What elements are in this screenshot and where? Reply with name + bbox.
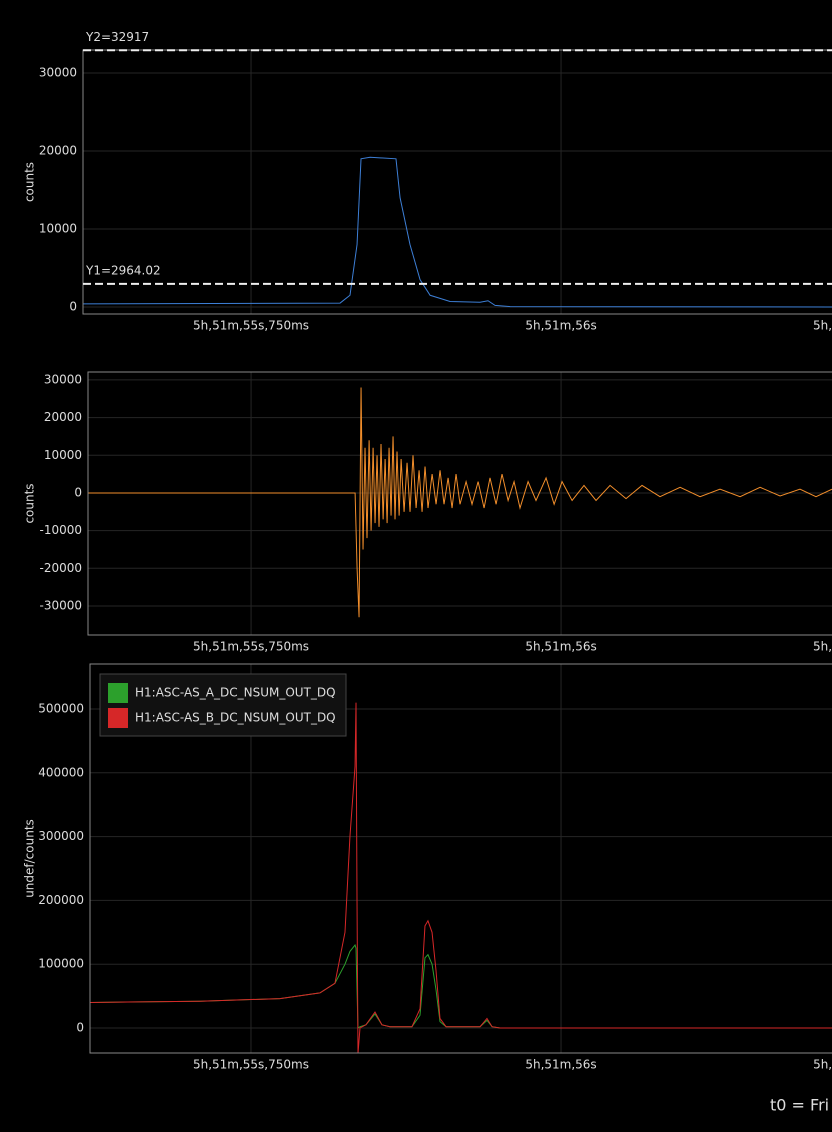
y-axis-label: counts: [23, 483, 37, 523]
x-tick-label: 5h,51m,55s,750ms: [193, 319, 309, 333]
y-tick-label: -10000: [39, 523, 82, 537]
y-tick-label: 10000: [44, 448, 82, 462]
x-tick-label: 5h,51m,55s,750ms: [193, 1058, 309, 1072]
cursor-label: Y2=32917: [85, 30, 149, 44]
legend-box: [99, 673, 347, 737]
y-tick-label: 30000: [39, 66, 77, 80]
series-line: [88, 387, 832, 618]
y-tick-label: -20000: [39, 561, 82, 575]
y-tick-label: 20000: [44, 410, 82, 424]
y-tick-label: 30000: [44, 372, 82, 386]
x-tick-label: 5h,: [813, 319, 832, 333]
y-tick-label: 400000: [38, 765, 84, 779]
y-tick-label: 300000: [38, 829, 84, 843]
plot-frame: [89, 663, 832, 1054]
y-tick-label: 20000: [39, 143, 77, 157]
y-axis-label: counts: [23, 162, 37, 202]
x-tick-label: 5h,: [813, 1058, 832, 1072]
x-tick-label: 5h,: [813, 640, 832, 654]
x-tick-label: 5h,51m,55s,750ms: [193, 640, 309, 654]
legend-swatch: [108, 683, 128, 703]
y-tick-label: 500000: [38, 701, 84, 715]
plot-frame: [87, 371, 832, 636]
legend-label: H1:ASC-AS_A_DC_NSUM_OUT_DQ: [135, 686, 336, 700]
y-tick-label: 0: [76, 1020, 84, 1034]
y-tick-label: 10000: [39, 221, 77, 235]
y-tick-label: 200000: [38, 893, 84, 907]
series-line: [83, 156, 832, 308]
x-tick-label: 5h,51m,56s: [525, 1058, 596, 1072]
x-tick-label: 5h,51m,56s: [525, 319, 596, 333]
y-tick-label: 0: [69, 299, 77, 313]
plot-area: [88, 372, 832, 635]
y-tick-label: -30000: [39, 598, 82, 612]
cursor-label: Y1=2964.02: [85, 263, 161, 277]
series-line: [90, 702, 832, 1053]
y-tick-label: 0: [74, 485, 82, 499]
y-tick-label: 100000: [38, 957, 84, 971]
t0-label: t0 = Fri J: [770, 1096, 832, 1115]
legend-swatch: [108, 708, 128, 728]
y-axis-label: undef/counts: [23, 819, 37, 898]
plot-area: [83, 50, 832, 314]
x-tick-label: 5h,51m,56s: [525, 640, 596, 654]
legend-label: H1:ASC-AS_B_DC_NSUM_OUT_DQ: [135, 711, 336, 725]
